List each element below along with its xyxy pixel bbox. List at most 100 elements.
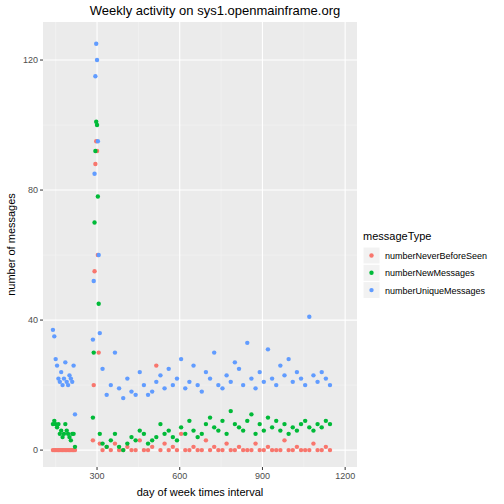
- point: [133, 393, 137, 397]
- point: [249, 376, 253, 380]
- point: [315, 422, 319, 426]
- point: [249, 448, 253, 452]
- tick-label: 80: [28, 185, 38, 195]
- point: [167, 428, 171, 432]
- point: [233, 422, 237, 426]
- point: [93, 162, 97, 166]
- point: [311, 428, 315, 432]
- legend-key: [363, 282, 380, 299]
- point: [146, 393, 150, 397]
- point: [187, 419, 191, 423]
- point: [195, 448, 199, 452]
- grid-line: [262, 22, 263, 467]
- point: [195, 383, 199, 387]
- series: [51, 120, 332, 453]
- point: [158, 448, 162, 452]
- point: [142, 448, 146, 452]
- point: [154, 435, 158, 439]
- point: [253, 432, 257, 436]
- point: [229, 380, 233, 384]
- point: [208, 376, 212, 380]
- point: [204, 422, 208, 426]
- point: [315, 448, 319, 452]
- point: [179, 425, 183, 429]
- minor-grid-line: [55, 22, 56, 467]
- point: [324, 419, 328, 423]
- point: [229, 448, 233, 452]
- point: [183, 448, 187, 452]
- point: [104, 445, 108, 449]
- point: [93, 149, 97, 153]
- title: Weekly activity on sys1.openmainframe.or…: [90, 3, 340, 18]
- point: [179, 432, 183, 436]
- point: [94, 42, 98, 46]
- point: [92, 350, 96, 354]
- point: [307, 425, 311, 429]
- point: [262, 448, 266, 452]
- tick: [345, 467, 346, 470]
- point: [291, 380, 295, 384]
- point: [229, 409, 233, 413]
- tick-label: 40: [28, 315, 38, 325]
- point: [278, 428, 282, 432]
- point: [96, 253, 100, 257]
- point: [104, 445, 108, 449]
- legend-label: numberUniqueMessages: [385, 286, 486, 296]
- point: [96, 253, 100, 257]
- point: [299, 422, 303, 426]
- point: [224, 432, 228, 436]
- tick-label: 300: [90, 471, 105, 481]
- point: [286, 357, 290, 361]
- tick-label: 600: [172, 471, 187, 481]
- point: [303, 383, 307, 387]
- point: [295, 428, 299, 432]
- grid-line: [179, 22, 180, 467]
- point: [162, 386, 166, 390]
- tick-label: 900: [255, 471, 270, 481]
- point: [146, 441, 150, 445]
- point: [162, 432, 166, 436]
- point: [73, 445, 77, 449]
- point: [278, 448, 282, 452]
- point: [224, 373, 228, 377]
- point: [129, 448, 133, 452]
- point: [282, 438, 286, 442]
- point: [66, 383, 70, 387]
- point: [91, 415, 95, 419]
- point: [291, 448, 295, 452]
- point: [117, 386, 121, 390]
- point: [93, 74, 97, 78]
- point: [183, 386, 187, 390]
- point: [241, 428, 245, 432]
- point: [262, 428, 266, 432]
- point: [324, 445, 328, 449]
- point: [270, 448, 274, 452]
- point: [311, 373, 315, 377]
- grid-line: [43, 59, 357, 60]
- point: [150, 445, 154, 449]
- point: [262, 380, 266, 384]
- point: [320, 448, 324, 452]
- point: [175, 438, 179, 442]
- point: [224, 441, 228, 445]
- point: [51, 328, 55, 332]
- point: [100, 448, 104, 452]
- point: [249, 412, 253, 416]
- point: [253, 441, 257, 445]
- point: [245, 419, 249, 423]
- chart: 300600900120004080120day of week times i…: [0, 0, 504, 504]
- point: [220, 448, 224, 452]
- point: [241, 383, 245, 387]
- point: [257, 448, 261, 452]
- legend-key: [363, 247, 380, 264]
- legend: messageTypenumberNeverBeforeSeennumberNe…: [363, 230, 487, 299]
- series: [51, 139, 332, 452]
- point: [69, 438, 73, 442]
- point: [208, 415, 212, 419]
- point: [98, 432, 102, 436]
- point: [328, 383, 332, 387]
- point: [158, 422, 162, 426]
- minor-grid-line: [43, 125, 357, 126]
- point: [208, 448, 212, 452]
- point: [100, 367, 104, 371]
